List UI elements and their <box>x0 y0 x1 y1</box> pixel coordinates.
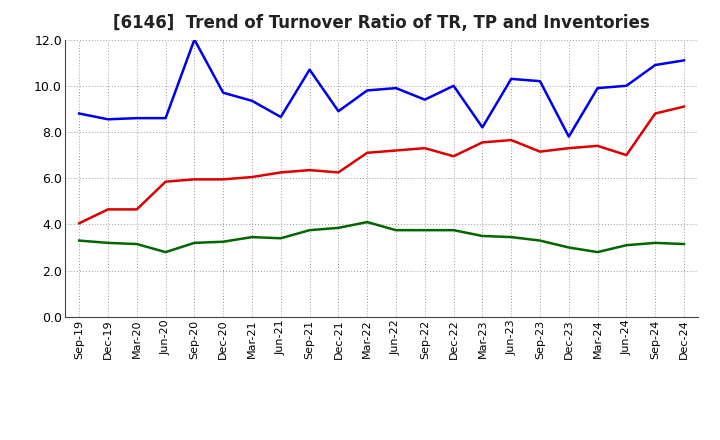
Trade Receivables <box>363 150 372 155</box>
Trade Payables <box>507 76 516 81</box>
Inventories <box>420 227 429 233</box>
Trade Receivables <box>75 220 84 226</box>
Inventories <box>219 239 228 244</box>
Trade Receivables <box>132 207 141 212</box>
Trade Payables <box>593 85 602 91</box>
Trade Receivables <box>536 149 544 154</box>
Trade Payables <box>651 62 660 68</box>
Trade Payables <box>276 114 285 120</box>
Trade Payables <box>392 85 400 91</box>
Trade Payables <box>104 117 112 122</box>
Trade Receivables <box>161 179 170 184</box>
Inventories <box>680 242 688 247</box>
Trade Receivables <box>190 177 199 182</box>
Trade Receivables <box>564 146 573 151</box>
Inventories <box>132 242 141 247</box>
Inventories <box>449 227 458 233</box>
Inventories <box>305 227 314 233</box>
Trade Receivables <box>622 152 631 158</box>
Inventories <box>334 225 343 231</box>
Trade Receivables <box>276 170 285 175</box>
Trade Payables <box>478 125 487 130</box>
Trade Payables <box>248 98 256 103</box>
Line: Inventories: Inventories <box>79 222 684 252</box>
Inventories <box>363 220 372 225</box>
Trade Payables <box>680 58 688 63</box>
Inventories <box>536 238 544 243</box>
Inventories <box>104 240 112 246</box>
Inventories <box>564 245 573 250</box>
Inventories <box>651 240 660 246</box>
Trade Payables <box>190 37 199 42</box>
Trade Payables <box>75 111 84 116</box>
Trade Payables <box>219 90 228 95</box>
Trade Receivables <box>392 148 400 153</box>
Title: [6146]  Trend of Turnover Ratio of TR, TP and Inventories: [6146] Trend of Turnover Ratio of TR, TP… <box>113 15 650 33</box>
Trade Payables <box>305 67 314 72</box>
Inventories <box>190 240 199 246</box>
Trade Receivables <box>478 140 487 145</box>
Inventories <box>392 227 400 233</box>
Trade Payables <box>420 97 429 102</box>
Trade Payables <box>132 115 141 121</box>
Inventories <box>75 238 84 243</box>
Trade Payables <box>449 83 458 88</box>
Inventories <box>248 235 256 240</box>
Trade Receivables <box>305 168 314 173</box>
Trade Receivables <box>449 154 458 159</box>
Trade Receivables <box>507 137 516 143</box>
Trade Receivables <box>104 207 112 212</box>
Trade Payables <box>363 88 372 93</box>
Trade Receivables <box>593 143 602 148</box>
Inventories <box>593 249 602 255</box>
Trade Payables <box>536 78 544 84</box>
Trade Receivables <box>651 111 660 116</box>
Trade Receivables <box>420 146 429 151</box>
Trade Payables <box>161 115 170 121</box>
Trade Receivables <box>680 104 688 109</box>
Line: Trade Receivables: Trade Receivables <box>79 106 684 223</box>
Inventories <box>161 249 170 255</box>
Inventories <box>507 235 516 240</box>
Inventories <box>478 233 487 238</box>
Inventories <box>276 235 285 241</box>
Trade Receivables <box>219 177 228 182</box>
Line: Trade Payables: Trade Payables <box>79 40 684 136</box>
Trade Receivables <box>248 174 256 180</box>
Trade Payables <box>334 109 343 114</box>
Trade Receivables <box>334 170 343 175</box>
Trade Payables <box>564 134 573 139</box>
Trade Payables <box>622 83 631 88</box>
Inventories <box>622 242 631 248</box>
